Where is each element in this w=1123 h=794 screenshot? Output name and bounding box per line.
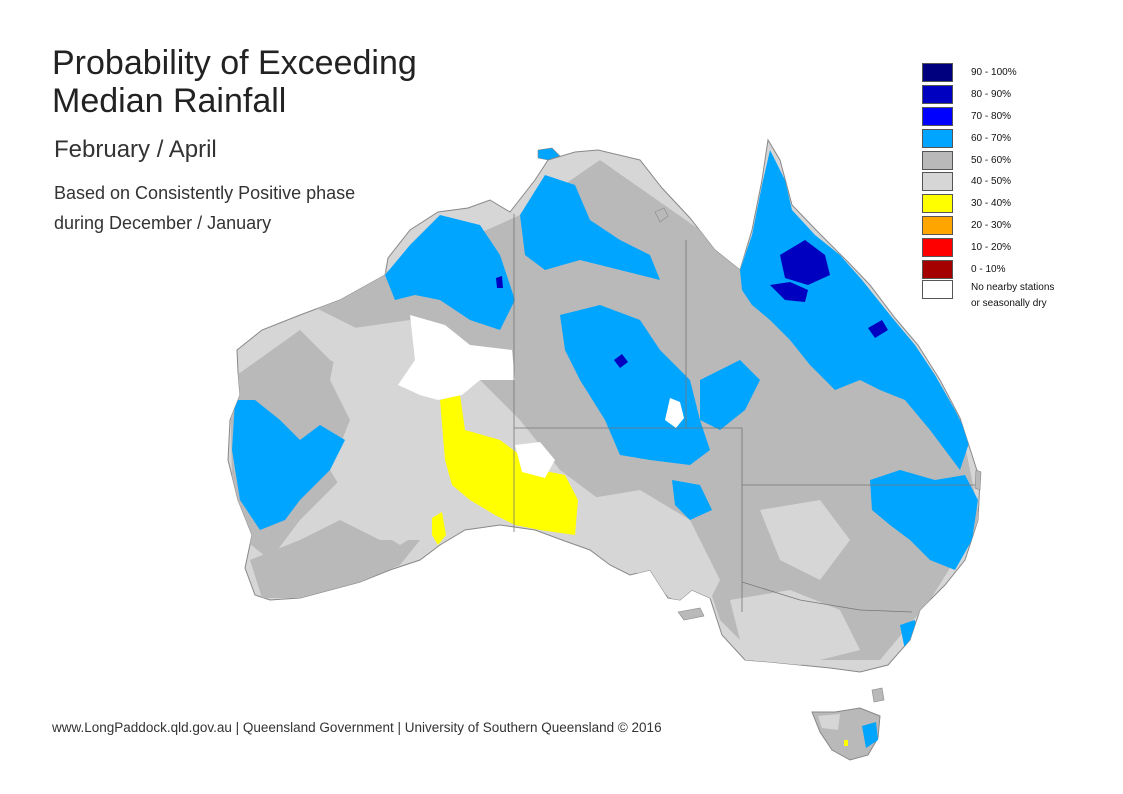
state-borders bbox=[513, 214, 980, 613]
map-title: Probability of Exceeding Median Rainfall bbox=[52, 44, 472, 120]
region-no-data-sa bbox=[515, 442, 555, 478]
legend-item: 20 - 30% bbox=[922, 215, 1102, 237]
legend-item: 0 - 10% bbox=[922, 258, 1102, 280]
legend-swatch bbox=[922, 194, 953, 214]
legend-item-no-data: No nearby stations or seasonally dry bbox=[922, 279, 1102, 314]
legend-swatch-no-data bbox=[922, 279, 953, 299]
tasmania-30-40 bbox=[844, 740, 848, 746]
region-30-40-nullarbor bbox=[440, 395, 578, 535]
legend-swatch bbox=[922, 85, 953, 105]
region-60-70-nsw-coast bbox=[870, 470, 978, 570]
region-40-50-sa bbox=[580, 490, 720, 620]
region-60-70-qld-central bbox=[700, 360, 760, 430]
region-40-50-nsw bbox=[760, 500, 850, 580]
region-40-50-vic bbox=[730, 590, 860, 665]
legend-label: 90 - 100% bbox=[971, 67, 1017, 79]
map-description: Based on Consistently Positive phase dur… bbox=[54, 178, 414, 238]
region-60-70-qld-east bbox=[740, 150, 970, 470]
region-80-90-centre bbox=[614, 354, 628, 368]
description-line-1: Based on Consistently Positive phase bbox=[54, 183, 356, 203]
legend-item: 10 - 20% bbox=[922, 236, 1102, 258]
legend-swatch bbox=[922, 259, 953, 279]
legend-item: 50 - 60% bbox=[922, 149, 1102, 171]
legend-label-no-data: No nearby stations or seasonally dry bbox=[971, 280, 1054, 312]
region-60-70-sa-patch bbox=[672, 480, 712, 520]
legend-item: 90 - 100% bbox=[922, 62, 1102, 84]
fraser-island bbox=[974, 469, 982, 491]
legend-label: 70 - 80% bbox=[971, 110, 1012, 122]
legend-swatch bbox=[922, 106, 953, 126]
flinders-island bbox=[871, 687, 885, 703]
legend-label: 40 - 50% bbox=[971, 176, 1012, 188]
region-60-70-pilbara-west bbox=[232, 400, 345, 530]
region-60-70-kimberley bbox=[385, 215, 515, 330]
legend-swatch bbox=[922, 172, 953, 192]
title-line-2: Median Rainfall bbox=[52, 82, 287, 120]
legend-label: 10 - 20% bbox=[971, 241, 1012, 253]
description-line-2: during December / January bbox=[54, 213, 272, 233]
legend-item: 30 - 40% bbox=[922, 193, 1102, 215]
region-60-70-top-end bbox=[520, 175, 660, 280]
legend-item: 80 - 90% bbox=[922, 84, 1102, 106]
legend-label: 20 - 30% bbox=[971, 219, 1012, 231]
footer-credits: www.LongPaddock.qld.gov.au | Queensland … bbox=[52, 720, 662, 735]
legend-swatch bbox=[922, 128, 953, 148]
legend-label: 0 - 10% bbox=[971, 263, 1006, 275]
legend: 90 - 100% 80 - 90% 70 - 80% 60 - 70% 50 - 60… bbox=[922, 62, 1102, 314]
region-80-90-qld-coast bbox=[868, 320, 888, 338]
legend-swatch bbox=[922, 63, 953, 83]
region-no-data-gibson bbox=[398, 315, 515, 400]
region-80-90-qld-north-2 bbox=[770, 282, 808, 302]
legend-label: 80 - 90% bbox=[971, 89, 1012, 101]
tasmania-60-70 bbox=[862, 722, 878, 748]
legend-swatch bbox=[922, 237, 953, 257]
region-80-90-kimberley bbox=[496, 276, 503, 288]
legend-label: 30 - 40% bbox=[971, 198, 1012, 210]
region-no-data-centre bbox=[665, 398, 684, 428]
tasmania-40-50 bbox=[818, 714, 840, 730]
legend-item: 70 - 80% bbox=[922, 106, 1102, 128]
legend-item: 60 - 70% bbox=[922, 127, 1102, 149]
groote-island bbox=[654, 207, 669, 223]
legend-swatch bbox=[922, 150, 953, 170]
title-line-1: Probability of Exceeding bbox=[52, 44, 417, 82]
region-50-60-south bbox=[250, 520, 420, 598]
legend-label: 60 - 70% bbox=[971, 132, 1012, 144]
no-data-line-1: No nearby stations bbox=[971, 281, 1055, 293]
legend-label: 50 - 60% bbox=[971, 154, 1012, 166]
legend-swatch bbox=[922, 215, 953, 235]
map-subtitle: February / April bbox=[54, 136, 217, 163]
kangaroo-island bbox=[677, 607, 705, 621]
region-30-40-patch bbox=[432, 512, 446, 545]
no-data-line-2: or seasonally dry bbox=[971, 297, 1047, 309]
melville-island bbox=[537, 147, 561, 161]
region-80-90-qld-north bbox=[780, 240, 830, 285]
legend-item: 40 - 50% bbox=[922, 171, 1102, 193]
